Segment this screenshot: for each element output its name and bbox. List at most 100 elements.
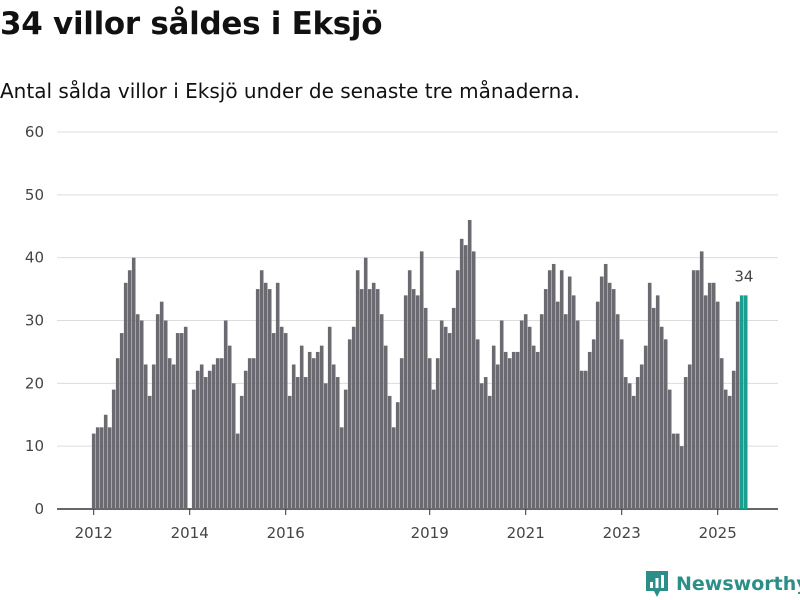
bar-highlighted — [739, 295, 744, 509]
bar — [235, 433, 240, 509]
bar — [347, 339, 352, 509]
bar — [175, 333, 180, 509]
bar — [383, 345, 388, 509]
bar — [671, 433, 676, 509]
bar — [675, 433, 680, 509]
bar — [227, 345, 232, 509]
bar — [715, 301, 720, 509]
y-tick-label: 30 — [25, 312, 44, 330]
bar — [439, 320, 444, 509]
bar — [399, 358, 404, 509]
bar — [423, 307, 428, 509]
bar — [659, 326, 664, 509]
bar — [107, 427, 112, 509]
bar — [223, 320, 228, 509]
bar — [239, 395, 244, 509]
bar — [99, 427, 104, 509]
bar — [359, 289, 364, 509]
bar — [727, 395, 732, 509]
bar — [95, 427, 100, 509]
bar — [731, 370, 736, 509]
bar — [127, 270, 132, 509]
bar — [515, 351, 520, 509]
bar — [487, 395, 492, 509]
y-tick-label: 40 — [25, 249, 44, 267]
bar — [287, 395, 292, 509]
bar — [327, 326, 332, 509]
bar — [203, 377, 208, 509]
bar — [583, 370, 588, 509]
bar — [699, 251, 704, 509]
bar-highlighted — [743, 295, 748, 509]
bar — [511, 351, 516, 509]
bar — [527, 326, 532, 509]
bar — [279, 326, 284, 509]
bar — [555, 301, 560, 509]
value-annotation: 34 — [734, 267, 753, 285]
y-tick-label: 20 — [25, 374, 44, 392]
bar — [471, 251, 476, 509]
bar — [543, 289, 548, 509]
bar — [115, 358, 120, 509]
bar — [419, 251, 424, 509]
bar — [431, 389, 436, 509]
bar — [251, 358, 256, 509]
bar — [311, 358, 316, 509]
bar — [91, 433, 96, 509]
bar — [139, 320, 144, 509]
bar — [723, 389, 728, 509]
bar — [655, 295, 660, 509]
bar — [143, 364, 148, 509]
bar — [679, 446, 684, 509]
bar — [507, 358, 512, 509]
bar — [179, 333, 184, 509]
bar — [695, 270, 700, 509]
bar — [523, 314, 528, 509]
bar — [547, 270, 552, 509]
bar — [611, 289, 616, 509]
bar — [459, 238, 464, 509]
bar — [167, 358, 172, 509]
bar — [119, 333, 124, 509]
bar — [475, 339, 480, 509]
bar — [243, 370, 248, 509]
x-tick-label: 2012 — [75, 524, 113, 542]
bar — [571, 295, 576, 509]
bar — [491, 345, 496, 509]
bar — [407, 270, 412, 509]
bar-chart-logo-icon — [646, 571, 668, 597]
y-tick-label: 50 — [25, 186, 44, 204]
chart-subtitle: Antal sålda villor i Eksjö under de sena… — [0, 79, 580, 103]
brand-name: Newsworthy — [676, 573, 800, 595]
bar — [367, 289, 372, 509]
bar — [207, 370, 212, 509]
bar — [531, 345, 536, 509]
bar — [479, 383, 484, 509]
x-tick-label: 2019 — [411, 524, 449, 542]
bar — [103, 414, 108, 509]
bar — [395, 402, 400, 509]
bar — [171, 364, 176, 509]
bar — [435, 358, 440, 509]
bar — [711, 282, 716, 509]
bar — [411, 289, 416, 509]
bar — [267, 289, 272, 509]
bar — [375, 289, 380, 509]
bar — [623, 377, 628, 509]
bar — [627, 383, 632, 509]
bar — [519, 320, 524, 509]
bar — [331, 364, 336, 509]
x-tick-label: 2016 — [267, 524, 305, 542]
bar — [339, 427, 344, 509]
bar — [559, 270, 564, 509]
bar — [503, 351, 508, 509]
bar — [535, 351, 540, 509]
bar — [283, 333, 288, 509]
x-tick-label: 2021 — [507, 524, 545, 542]
bar — [539, 314, 544, 509]
bar — [231, 383, 236, 509]
bar — [271, 333, 276, 509]
bar — [591, 339, 596, 509]
bar — [467, 219, 472, 509]
